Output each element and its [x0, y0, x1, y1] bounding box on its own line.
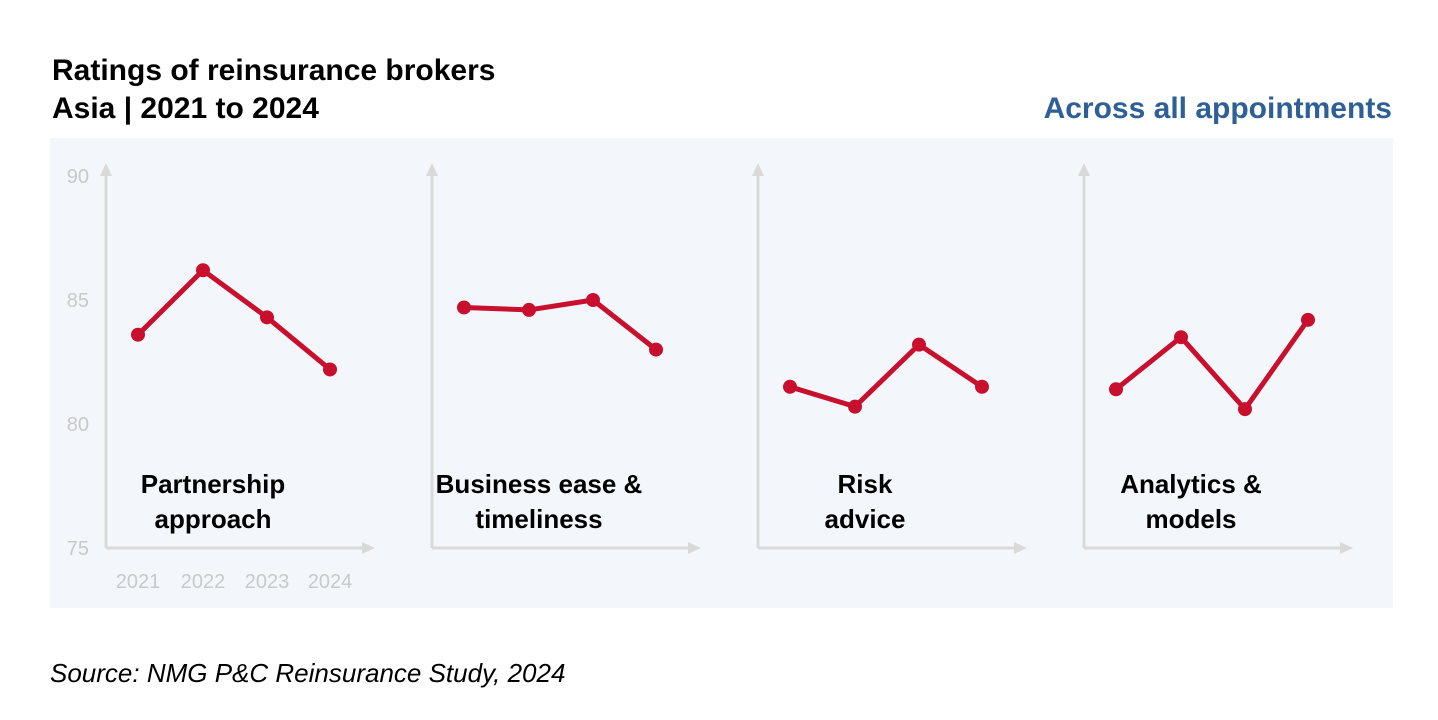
- y-axis-ticks: 75 80 85 90: [67, 166, 89, 560]
- panel-4: Analytics & models: [1078, 163, 1353, 554]
- data-point: [522, 302, 536, 317]
- panel-label: Business ease &: [436, 469, 643, 499]
- panel-label: timeliness: [475, 504, 602, 534]
- series-line: [135, 267, 333, 372]
- data-point: [649, 342, 663, 357]
- chart-area: 75 80 85 90 2021 2022 2023 2024 Partnership appr…: [50, 138, 1393, 608]
- x-axis-arrow: [1340, 542, 1353, 554]
- panel-label: Analytics &: [1120, 469, 1262, 499]
- panel-label: advice: [825, 504, 906, 534]
- chart-subtitle-region: Asia | 2021 to 2024: [52, 92, 319, 125]
- data-point: [912, 337, 926, 352]
- y-axis-arrow: [752, 163, 764, 176]
- data-point: [586, 293, 600, 307]
- y-tick-label: 75: [67, 538, 89, 560]
- y-tick-label: 85: [67, 290, 89, 312]
- data-point: [975, 379, 989, 394]
- data-point: [1109, 382, 1123, 397]
- data-point: [260, 310, 274, 325]
- x-axis-arrow: [362, 542, 375, 554]
- y-tick-label: 90: [67, 166, 89, 188]
- x-tick-label: 2023: [245, 571, 290, 593]
- panel-label: models: [1145, 504, 1236, 534]
- data-point: [131, 327, 145, 342]
- x-axis-arrow: [1014, 542, 1027, 554]
- chart-background: [50, 138, 1393, 608]
- data-point: [848, 399, 862, 414]
- x-tick-label: 2022: [181, 571, 226, 593]
- series-line: [461, 297, 659, 353]
- data-point: [1238, 402, 1252, 417]
- data-point: [1301, 312, 1315, 327]
- y-tick-label: 80: [67, 414, 89, 436]
- data-point: [1174, 330, 1188, 345]
- panel-2: Business ease & timeliness: [426, 163, 701, 554]
- y-axis-arrow: [1078, 163, 1090, 176]
- chart-title: Ratings of reinsurance brokers: [52, 54, 496, 87]
- x-tick-label: 2021: [116, 571, 161, 593]
- x-axis-arrow: [688, 542, 701, 554]
- appointments-subtitle: Across all appointments: [1043, 92, 1392, 125]
- panel-label: approach: [154, 504, 271, 534]
- y-axis-arrow: [100, 163, 112, 176]
- panel-1: 2021 2022 2023 2024 Partnership approach: [100, 163, 375, 593]
- source-note: Source: NMG P&C Reinsurance Study, 2024: [50, 658, 566, 688]
- series-line: [787, 342, 985, 410]
- data-point: [196, 263, 210, 278]
- y-axis-arrow: [426, 163, 438, 176]
- series-line: [1113, 317, 1311, 412]
- x-tick-label: 2024: [308, 571, 353, 593]
- panel-label: Risk: [838, 469, 893, 499]
- data-point: [323, 362, 337, 377]
- chart-panels: 2021 2022 2023 2024 Partnership approach Busin…: [100, 163, 1353, 593]
- panel-label: Partnership: [141, 469, 286, 499]
- panel-3: Risk advice: [752, 163, 1027, 554]
- data-point: [783, 379, 797, 394]
- data-point: [457, 300, 471, 315]
